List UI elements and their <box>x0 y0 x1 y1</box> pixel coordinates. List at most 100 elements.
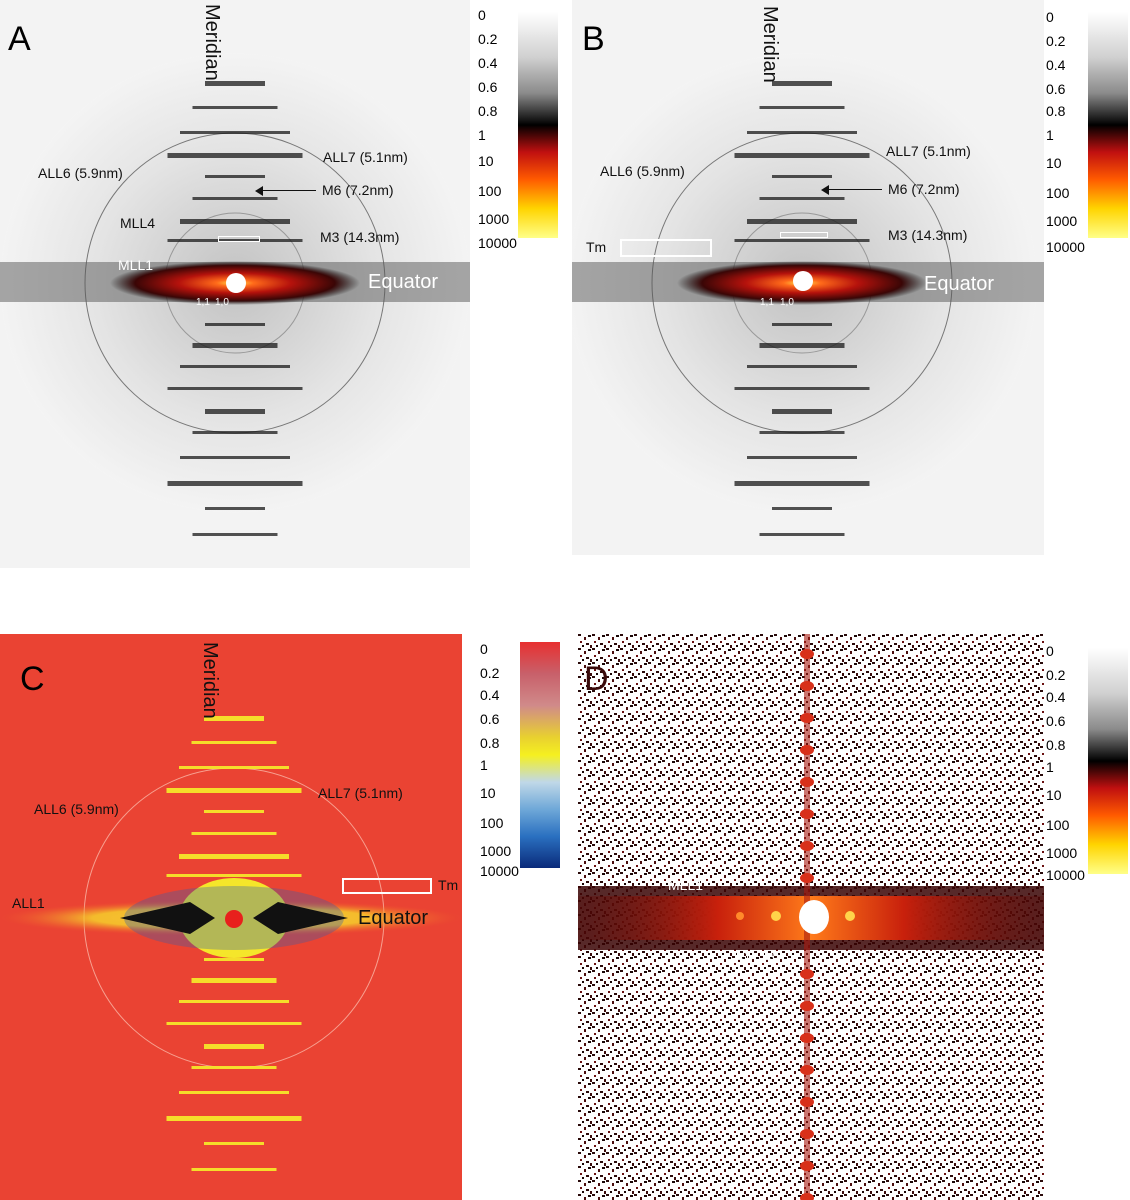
panel-letter-c: C <box>20 660 45 698</box>
meridional-spot <box>800 1193 814 1200</box>
colorbar-tick: 0 <box>1046 9 1054 25</box>
m6-arrow-b <box>824 189 882 190</box>
colorbar-tick: 0.2 <box>1046 667 1066 683</box>
layer-line <box>759 431 845 434</box>
colorbar-tick: 10000 <box>480 863 519 879</box>
colorbar-tick: 1 <box>478 127 486 143</box>
layer-line <box>772 81 832 86</box>
diffraction-pattern-a <box>0 0 470 568</box>
layer-line <box>179 854 289 859</box>
meridional-spot <box>800 809 814 819</box>
colorbar-tick: 0.2 <box>478 31 498 47</box>
layer-line <box>191 1168 277 1171</box>
tm-label-b: Tm <box>586 239 607 255</box>
colorbar-tick: 0.2 <box>480 665 500 681</box>
layer-line <box>205 409 265 414</box>
layer-line <box>192 197 278 200</box>
layer-line <box>759 343 845 348</box>
layer-line <box>747 131 857 134</box>
layer-line <box>747 456 857 459</box>
all1-label-c: ALL1 <box>12 895 45 911</box>
panel-a <box>0 0 470 568</box>
all6-label-a: ALL6 (5.9nm) <box>38 165 123 181</box>
panel-d <box>578 634 1044 1200</box>
layer-line <box>167 153 303 158</box>
meridional-spot <box>800 1161 814 1171</box>
meridional-spot <box>800 1097 814 1107</box>
layer-line <box>191 741 277 744</box>
meridional-spot <box>800 841 814 851</box>
colorbar-tick: 1000 <box>480 843 512 859</box>
colorbar-tick: 10 <box>1046 155 1062 171</box>
difference-map-d <box>578 634 1044 1200</box>
layer-line <box>180 219 290 224</box>
m6-label-b: M6 (7.2nm) <box>888 181 960 197</box>
layer-line <box>191 832 277 835</box>
layer-line <box>166 1022 302 1025</box>
equator-label-a: Equator <box>368 271 439 293</box>
colorbar-d: 0 0.2 0.4 0.6 0.8 1 10 100 1000 10000 <box>1044 640 1130 890</box>
layer-line <box>759 197 845 200</box>
layer-line <box>192 533 278 536</box>
layer-line <box>759 106 845 109</box>
meridional-spot <box>800 969 814 979</box>
meridional-spot <box>800 777 814 787</box>
colorbar-tick: 100 <box>1046 185 1070 201</box>
colorbar-c: 0 0.2 0.4 0.6 0.8 1 10 100 1000 10000 <box>478 640 560 880</box>
panel-b <box>572 0 1044 555</box>
layer-line <box>772 323 832 326</box>
m6-arrowhead-b <box>821 185 829 195</box>
layer-line <box>772 409 832 414</box>
layer-line <box>180 131 290 134</box>
layer-line <box>204 810 264 813</box>
layer-line <box>180 365 290 368</box>
mll1-label-d: MLL1 <box>668 877 704 893</box>
colorbar-tick: 0.6 <box>1046 713 1066 729</box>
layer-line <box>167 387 303 390</box>
colorbar-tick: 0.4 <box>480 687 500 703</box>
colorbar-tick: 0 <box>1046 643 1054 659</box>
meridional-spot <box>800 713 814 723</box>
layer-line <box>204 716 264 721</box>
all6-label-c: ALL6 (5.9nm) <box>34 801 119 817</box>
layer-line <box>747 219 857 224</box>
m3-marker-a <box>218 236 260 242</box>
colorbar-tick: 1000 <box>1046 213 1078 229</box>
colorbar-tick: 0.2 <box>1046 33 1066 49</box>
layer-line <box>205 175 265 178</box>
colorbar-gradient-c <box>520 642 560 868</box>
equator-label-b: Equator <box>924 273 995 295</box>
layer-line <box>192 343 278 348</box>
colorbar-tick: 10000 <box>478 235 517 251</box>
colorbar-tick: 0.4 <box>1046 57 1066 73</box>
layer-line <box>179 1091 289 1094</box>
meridional-spot <box>800 873 814 883</box>
reflection-11-label-d: 1,1 <box>734 949 751 963</box>
colorbar-tick: 0 <box>478 7 486 23</box>
colorbar-tick: 0.8 <box>1046 737 1066 753</box>
layer-lines-c <box>166 716 302 1171</box>
layer-line <box>772 507 832 510</box>
layer-line <box>734 481 870 486</box>
m6-arrowhead-a <box>255 186 263 196</box>
colorbar-tick: 0.6 <box>478 79 498 95</box>
layer-line <box>166 1116 302 1121</box>
layer-line <box>179 766 289 769</box>
diffraction-pattern-b <box>572 0 1044 555</box>
meridian-label-c: Meridian <box>199 642 221 719</box>
all7-label-b: ALL7 (5.1nm) <box>886 143 971 159</box>
layer-line <box>205 323 265 326</box>
layer-line <box>204 1044 264 1049</box>
colorbar-tick: 0.8 <box>1046 103 1066 119</box>
meridional-spot <box>800 1001 814 1011</box>
layer-line <box>734 239 870 242</box>
layer-line <box>205 507 265 510</box>
layer-line <box>167 481 303 486</box>
m3-marker-b <box>780 232 828 238</box>
layer-line <box>167 239 303 242</box>
colorbar-tick: 100 <box>1046 817 1070 833</box>
colorbar-tick: 10 <box>478 153 494 169</box>
mll4-label-a: MLL4 <box>120 215 156 231</box>
layer-line <box>204 958 264 961</box>
layer-line <box>179 1000 289 1003</box>
